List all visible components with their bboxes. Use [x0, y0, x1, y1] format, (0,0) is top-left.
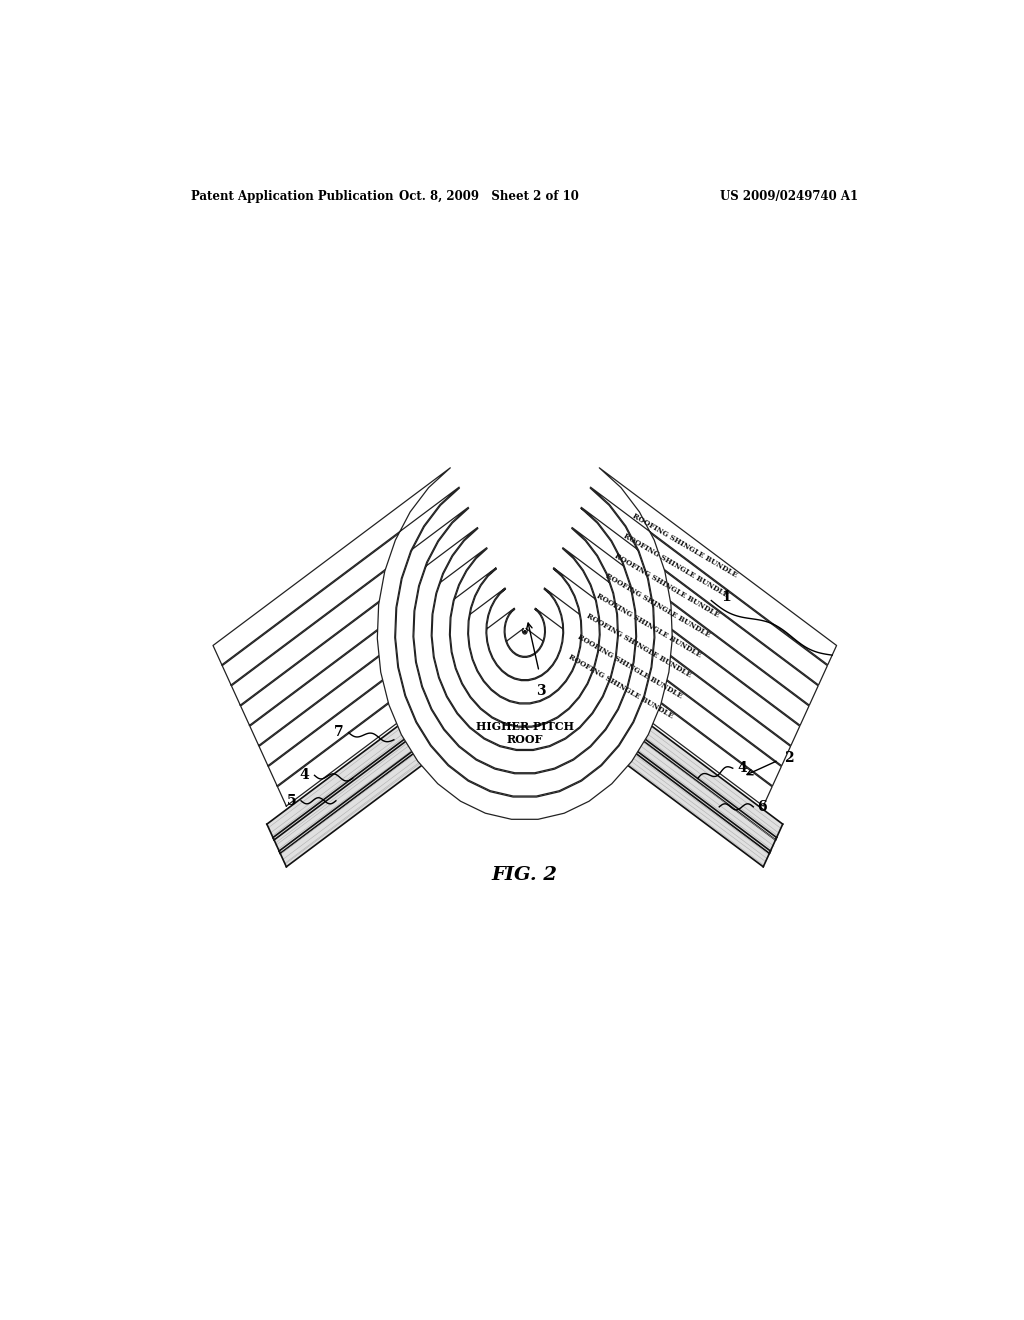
Text: 1: 1 — [721, 590, 730, 605]
Polygon shape — [511, 644, 776, 853]
Text: ROOFING SHINGLE BUNDLE: ROOFING SHINGLE BUNDLE — [577, 632, 684, 700]
Text: 3: 3 — [536, 684, 546, 698]
Text: 4: 4 — [299, 768, 309, 783]
Text: 7: 7 — [334, 725, 344, 739]
Polygon shape — [280, 657, 545, 867]
Polygon shape — [241, 528, 809, 750]
Polygon shape — [517, 631, 782, 840]
Text: ROOFING SHINGLE BUNDLE: ROOFING SHINGLE BUNDLE — [613, 552, 721, 619]
Text: FIG. 2: FIG. 2 — [492, 866, 558, 884]
Text: 2: 2 — [784, 751, 794, 766]
Polygon shape — [213, 467, 837, 820]
Polygon shape — [505, 657, 770, 867]
Polygon shape — [267, 631, 532, 840]
Text: ROOFING SHINGLE BUNDLE: ROOFING SHINGLE BUNDLE — [604, 572, 712, 639]
Text: 5: 5 — [287, 793, 296, 808]
Text: ROOFING SHINGLE BUNDLE: ROOFING SHINGLE BUNDLE — [595, 593, 702, 660]
Polygon shape — [222, 488, 827, 796]
Polygon shape — [259, 569, 791, 766]
Polygon shape — [250, 549, 800, 746]
Text: Patent Application Publication: Patent Application Publication — [191, 190, 394, 202]
Polygon shape — [231, 508, 818, 772]
Text: 4: 4 — [737, 762, 748, 775]
Text: ROOFING SHINGLE BUNDLE: ROOFING SHINGLE BUNDLE — [623, 532, 730, 599]
Text: 6: 6 — [758, 800, 767, 814]
Polygon shape — [278, 609, 772, 807]
Polygon shape — [273, 644, 539, 853]
Text: ROOFING SHINGLE BUNDLE: ROOFING SHINGLE BUNDLE — [586, 612, 693, 680]
Polygon shape — [268, 589, 781, 785]
Text: US 2009/0249740 A1: US 2009/0249740 A1 — [720, 190, 858, 202]
Text: ROOFING SHINGLE BUNDLE: ROOFING SHINGLE BUNDLE — [632, 511, 739, 578]
Text: Oct. 8, 2009   Sheet 2 of 10: Oct. 8, 2009 Sheet 2 of 10 — [399, 190, 579, 202]
Text: HIGHER PITCH
ROOF: HIGHER PITCH ROOF — [476, 721, 573, 744]
Text: ROOFING SHINGLE BUNDLE: ROOFING SHINGLE BUNDLE — [567, 652, 675, 719]
